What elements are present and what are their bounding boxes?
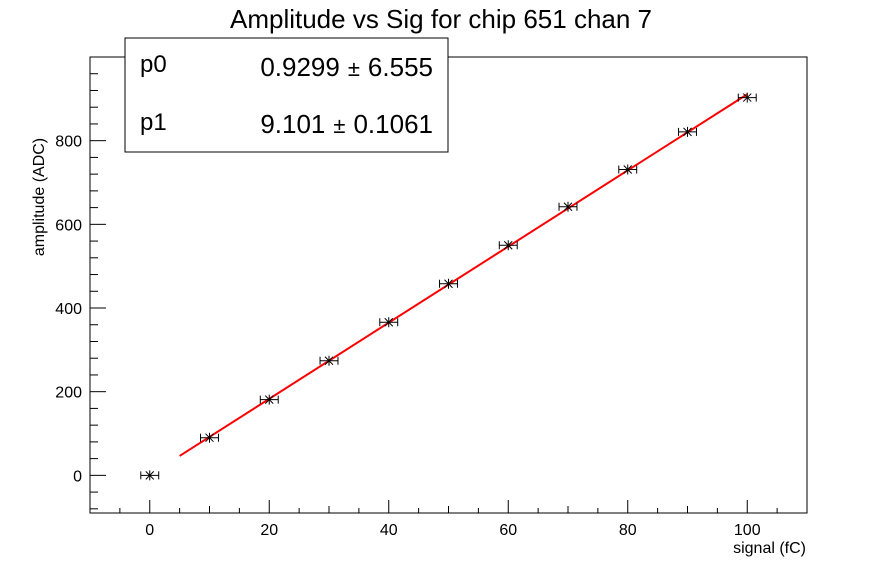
x-tick-label: 100 [734,522,761,539]
stats-param-p0-name: p0 [140,51,167,78]
y-tick-label: 600 [55,217,82,234]
x-tick-label: 40 [380,522,398,539]
data-point [140,470,160,481]
fit-line [179,93,748,457]
x-axis: 0 20 40 60 80 100 [89,500,808,539]
chart-title: Amplitude vs Sig for chip 651 chan 7 [230,4,652,34]
data-point [498,240,518,251]
x-tick-label: 60 [499,522,517,539]
fit-line-layer [179,93,748,457]
data-points-layer [140,92,757,481]
y-tick-label: 200 [55,385,82,402]
x-tick-label: 0 [145,522,154,539]
stats-param-p0-value: 0.9299 ±6.555 [260,52,433,82]
y-tick-label: 400 [55,301,82,318]
stats-param-p1-value: 9.101 ±0.1061 [260,109,433,139]
x-tick-label: 20 [260,522,278,539]
data-point [379,317,399,328]
stats-box-border [124,37,449,153]
data-point [737,92,757,103]
y-tick-label: 0 [73,468,82,485]
y-axis: 0 200 400 600 800 [55,56,106,510]
data-point [319,355,339,366]
fit-stats-box: p0 0.9299 ±6.555 p1 9.101 ±0.1061 [124,37,449,153]
data-point [678,126,697,137]
y-axis-label: amplitude (ADC) [31,138,48,256]
data-point [259,394,279,405]
y-tick-label: 800 [55,134,82,151]
data-point [558,201,578,212]
data-point [439,278,458,289]
stats-param-p1-name: p1 [140,109,167,136]
x-tick-label: 80 [619,522,637,539]
data-point [618,164,638,175]
data-point [200,432,219,443]
x-axis-label: signal (fC) [733,540,806,557]
